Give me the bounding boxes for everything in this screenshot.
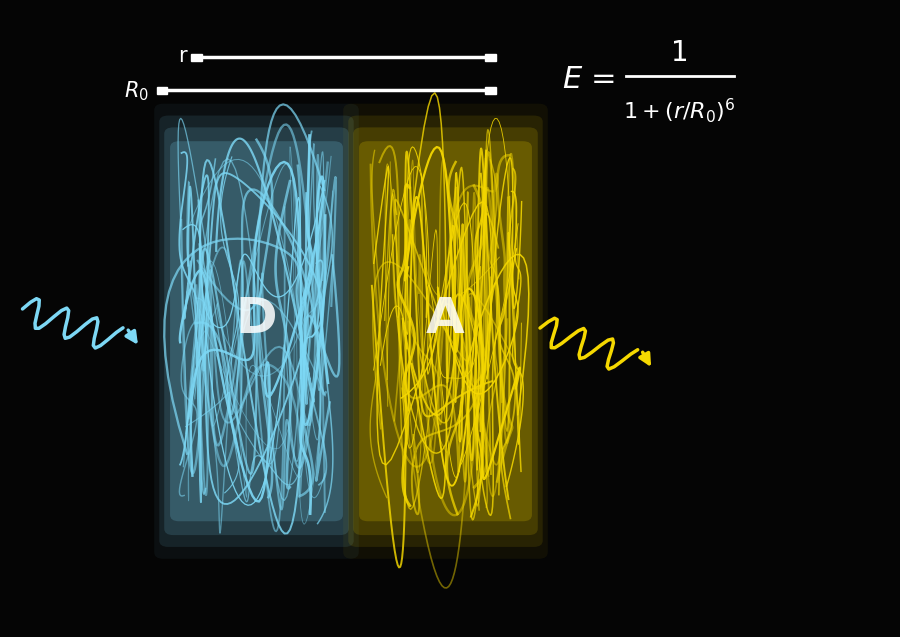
Text: $E$ =: $E$ = <box>562 65 616 94</box>
FancyBboxPatch shape <box>485 54 496 61</box>
Text: $1 + (r/R_0)^6$: $1 + (r/R_0)^6$ <box>623 96 736 125</box>
FancyBboxPatch shape <box>154 104 359 559</box>
Text: 1: 1 <box>670 39 688 67</box>
FancyBboxPatch shape <box>353 127 537 535</box>
FancyBboxPatch shape <box>157 87 167 94</box>
FancyBboxPatch shape <box>191 54 202 61</box>
Text: A: A <box>426 294 465 343</box>
FancyBboxPatch shape <box>164 127 348 535</box>
FancyBboxPatch shape <box>359 141 532 521</box>
FancyBboxPatch shape <box>170 141 343 521</box>
FancyBboxPatch shape <box>485 87 496 94</box>
FancyBboxPatch shape <box>159 115 354 547</box>
FancyBboxPatch shape <box>343 104 548 559</box>
Text: $R_0$: $R_0$ <box>123 79 148 103</box>
FancyBboxPatch shape <box>348 115 543 547</box>
Text: D: D <box>236 294 277 343</box>
Text: r: r <box>178 46 187 66</box>
